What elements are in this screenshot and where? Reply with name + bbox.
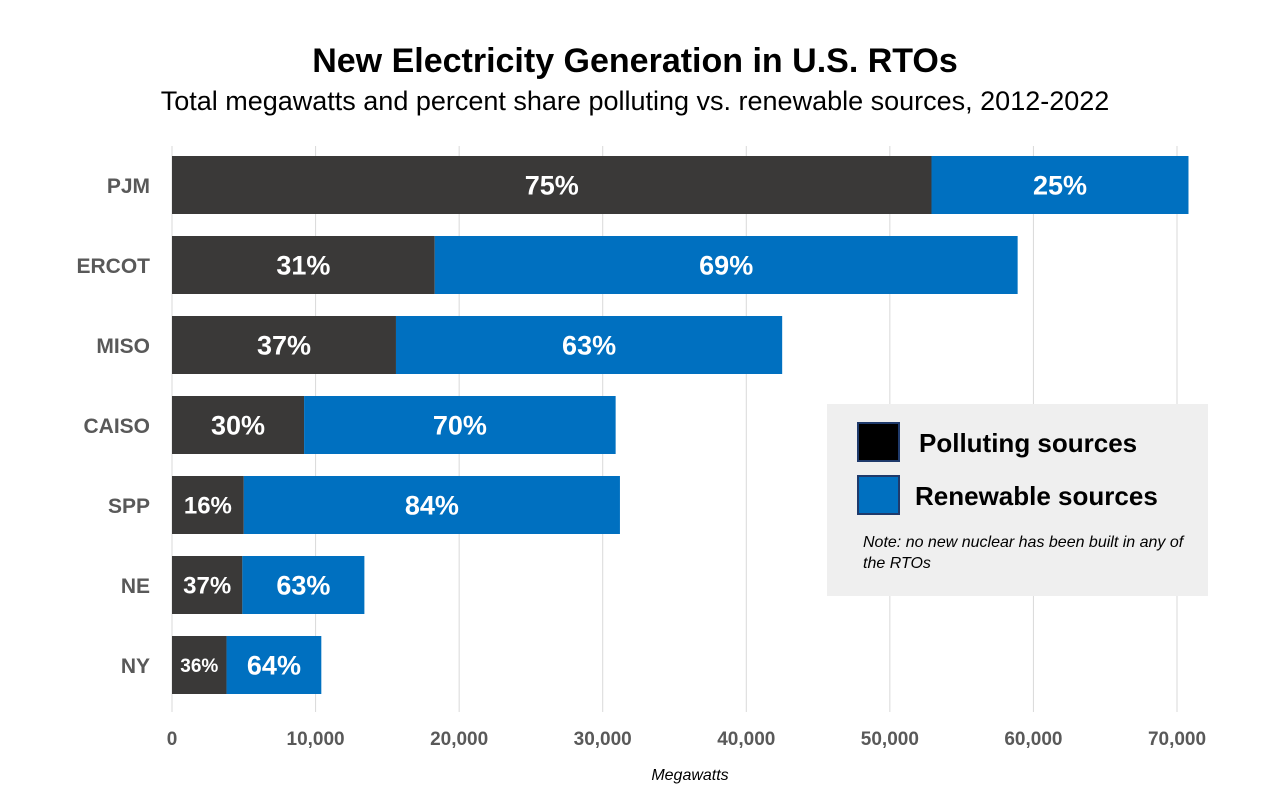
legend-label-renewable: Renewable sources bbox=[915, 481, 1158, 511]
x-tick-label: 10,000 bbox=[287, 729, 345, 750]
x-tick-label: 60,000 bbox=[1004, 729, 1062, 750]
x-tick-label: 50,000 bbox=[861, 729, 919, 750]
bar-renewable bbox=[243, 476, 620, 534]
x-tick-label: 20,000 bbox=[430, 729, 488, 750]
x-axis-label: Megawatts bbox=[651, 767, 729, 784]
bar-renewable bbox=[226, 636, 322, 694]
x-tick-label: 40,000 bbox=[717, 729, 775, 750]
data-label: 69% bbox=[699, 251, 753, 281]
bar-polluting bbox=[172, 316, 396, 374]
category-label: MISO bbox=[96, 335, 150, 358]
bar-polluting bbox=[172, 156, 932, 214]
data-label: 63% bbox=[276, 571, 330, 601]
category-label: SPP bbox=[108, 495, 150, 518]
data-label: 37% bbox=[257, 331, 311, 361]
x-tick-label: 0 bbox=[167, 729, 178, 750]
x-tick-label: 30,000 bbox=[574, 729, 632, 750]
data-label: 31% bbox=[276, 251, 330, 281]
legend-note: Note: no new nuclear has been built in a… bbox=[863, 534, 1184, 572]
legend-swatch-polluting bbox=[857, 422, 900, 462]
legend-swatch-renewable bbox=[857, 475, 900, 515]
bar-renewable bbox=[242, 556, 365, 614]
bar-renewable bbox=[434, 236, 1018, 294]
chart-title: New Electricity Generation in U.S. RTOs bbox=[312, 42, 958, 80]
legend-label-polluting: Polluting sources bbox=[919, 428, 1138, 458]
data-label: 25% bbox=[1033, 171, 1087, 201]
bar-renewable bbox=[931, 156, 1189, 214]
bar-renewable bbox=[304, 396, 616, 454]
bar-polluting bbox=[172, 636, 227, 694]
data-label: 36% bbox=[180, 656, 218, 677]
bar-polluting bbox=[172, 556, 243, 614]
bar-polluting bbox=[172, 396, 305, 454]
data-label: 16% bbox=[184, 493, 232, 520]
bar-polluting bbox=[172, 236, 435, 294]
category-label: CAISO bbox=[83, 415, 150, 438]
bar-polluting bbox=[172, 476, 244, 534]
chart-subtitle: Total megawatts and percent share pollut… bbox=[160, 86, 1110, 116]
category-label: NY bbox=[121, 655, 150, 678]
data-label: 75% bbox=[525, 171, 579, 201]
data-label: 84% bbox=[405, 491, 459, 521]
category-label: PJM bbox=[107, 175, 150, 198]
category-label: ERCOT bbox=[77, 255, 151, 278]
bar-renewable bbox=[395, 316, 783, 374]
x-tick-label: 70,000 bbox=[1148, 729, 1206, 750]
data-label: 30% bbox=[211, 411, 265, 441]
data-label: 70% bbox=[433, 411, 487, 441]
data-label: 37% bbox=[183, 573, 231, 600]
data-label: 63% bbox=[562, 331, 616, 361]
data-label: 64% bbox=[247, 651, 301, 681]
category-label: NE bbox=[121, 575, 150, 598]
